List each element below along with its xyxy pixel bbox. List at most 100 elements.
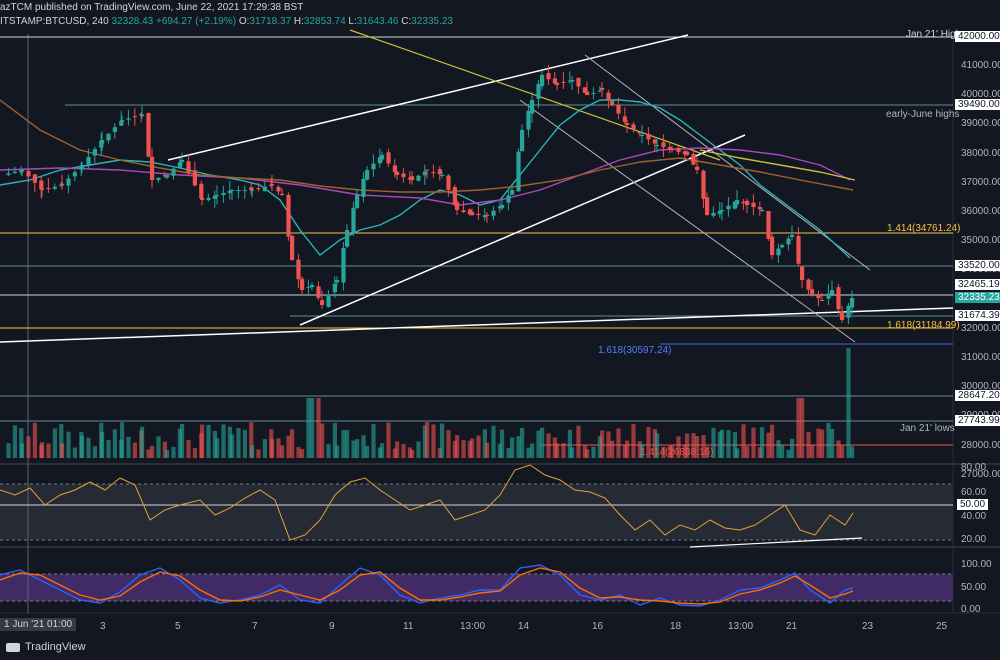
candle-body xyxy=(622,116,627,123)
stoch-band xyxy=(0,574,953,601)
candle-body xyxy=(840,311,845,320)
candle-body xyxy=(296,259,301,280)
volume-bar xyxy=(80,436,85,458)
volume-bar xyxy=(655,433,660,458)
last-price: 32328.43 xyxy=(111,16,154,27)
candle-body xyxy=(100,140,105,144)
volume-bar xyxy=(646,427,651,458)
time-tick: 25 xyxy=(936,621,948,632)
candle-body xyxy=(212,195,217,199)
candle-body xyxy=(491,210,496,216)
volume-bar xyxy=(717,431,722,458)
candle-body xyxy=(695,166,700,170)
rsi-badge: 50.00 xyxy=(957,499,989,510)
volume-bar xyxy=(431,424,436,458)
candle-body xyxy=(701,170,706,199)
symbol-label[interactable]: ITSTAMP:BTCUSD, 240 xyxy=(0,16,109,27)
candle-body xyxy=(26,171,31,177)
candle-body xyxy=(236,190,241,191)
volume-bar xyxy=(497,443,502,458)
volume-bar xyxy=(622,445,627,458)
volume-bar xyxy=(395,441,400,458)
candle-body xyxy=(386,152,391,164)
candle-body xyxy=(455,202,460,210)
volume-bar xyxy=(32,422,37,458)
candle-body xyxy=(431,172,436,174)
candle-body xyxy=(461,210,466,213)
candle-body xyxy=(249,187,254,190)
volume-bar xyxy=(126,436,131,458)
candle-body xyxy=(92,149,97,156)
candle-body xyxy=(836,287,841,310)
candle-body xyxy=(576,77,581,87)
rsi-tick: 20.00 xyxy=(961,534,987,545)
volume-bar xyxy=(732,432,737,458)
volume-bar xyxy=(19,428,24,458)
candle-body xyxy=(186,161,191,173)
candle-body xyxy=(776,248,781,256)
price-tick: 28000.00 xyxy=(961,439,1000,451)
candle-body xyxy=(661,142,666,148)
volume-bar xyxy=(591,446,596,458)
price-badge: 28647.20 xyxy=(955,390,1000,401)
price-tick: 37000.00 xyxy=(961,176,1000,188)
candle-body xyxy=(606,92,611,100)
volume-bar xyxy=(215,438,220,458)
volume-bar xyxy=(625,440,630,458)
volume-bar xyxy=(46,443,51,458)
volume-bar xyxy=(40,442,45,458)
volume-bar xyxy=(670,445,675,458)
candle-body xyxy=(741,201,746,204)
volume-bar xyxy=(150,445,155,458)
volume-bar xyxy=(561,443,566,458)
open-value: 31718.37 xyxy=(249,16,292,27)
candle-body xyxy=(616,105,621,114)
rsi-pane xyxy=(0,464,953,548)
price-badge: 42000.00 xyxy=(955,31,1000,42)
candle-body xyxy=(371,163,376,170)
time-tick: 3 xyxy=(100,621,106,632)
volume-bar xyxy=(800,398,805,458)
volume-bar xyxy=(371,424,376,458)
volume-bar xyxy=(106,439,111,458)
volume-bar xyxy=(60,443,65,458)
candle-body xyxy=(500,205,505,209)
close-label: C: xyxy=(401,16,412,27)
price-tick: 36000.00 xyxy=(961,206,1000,217)
volume-bar xyxy=(310,398,315,458)
price-tick: 38000.00 xyxy=(961,147,1000,159)
candle-body xyxy=(682,151,687,155)
time-tick: 21 xyxy=(786,621,798,632)
fib-1414-label: 1.414(34761.24) xyxy=(887,223,961,234)
volume-bar xyxy=(850,446,855,458)
publish-info: azTCM published on TradingView.com, June… xyxy=(0,2,304,13)
candle-body xyxy=(422,171,427,176)
volume-bar xyxy=(846,348,851,458)
volume-bar xyxy=(242,429,247,458)
volume-bar xyxy=(341,430,346,458)
candle-body xyxy=(286,194,291,237)
candle-body xyxy=(846,305,851,318)
candle-body xyxy=(685,151,690,155)
candle-body xyxy=(380,155,385,160)
tradingview-logo[interactable]: TradingView xyxy=(6,641,86,653)
volume-bar xyxy=(510,437,515,458)
time-tick: 16 xyxy=(592,621,604,632)
volume-bar xyxy=(500,429,505,458)
volume-bar xyxy=(132,442,137,458)
stoch-tick: 0.00 xyxy=(961,604,981,615)
time-tick: 18 xyxy=(670,621,682,632)
price-badge: 32465.19 xyxy=(955,279,1000,290)
volume-bar xyxy=(100,432,105,458)
volume-bar xyxy=(72,447,77,458)
volume-bar xyxy=(452,440,457,458)
candle-body xyxy=(667,146,672,150)
candle-body xyxy=(810,289,815,295)
volume-bar xyxy=(640,444,645,458)
volume-bar xyxy=(386,422,391,458)
volume-bar xyxy=(440,423,445,458)
tradingview-logo-text: TradingView xyxy=(25,641,86,653)
candle-body xyxy=(276,186,281,192)
volume-bar xyxy=(361,435,366,458)
